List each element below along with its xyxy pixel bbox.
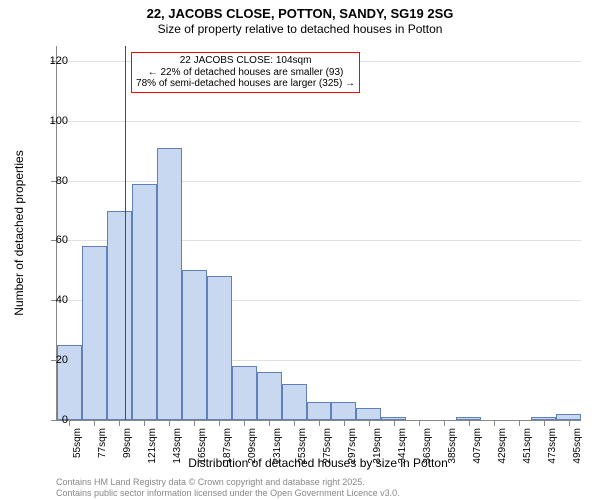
x-tick: [269, 420, 270, 426]
x-tick: [244, 420, 245, 426]
x-tick: [544, 420, 545, 426]
y-tick-label: 80: [56, 175, 68, 187]
gridline-h: [57, 181, 581, 182]
annotation-line-3: 78% of semi-detached houses are larger (…: [136, 78, 355, 90]
x-tick-label: 451sqm: [522, 428, 533, 464]
chart-title-main: 22, JACOBS CLOSE, POTTON, SANDY, SG19 2S…: [0, 6, 600, 21]
x-tick-label: 495sqm: [572, 428, 583, 464]
x-tick-label: 385sqm: [447, 428, 458, 464]
x-tick-label: 341sqm: [397, 428, 408, 464]
x-tick-label: 121sqm: [147, 428, 158, 464]
x-tick: [144, 420, 145, 426]
x-tick: [169, 420, 170, 426]
x-tick: [344, 420, 345, 426]
x-tick: [519, 420, 520, 426]
histogram-bar: [107, 211, 132, 420]
y-tick-label: 60: [56, 234, 68, 246]
x-tick: [569, 420, 570, 426]
x-tick-label: 407sqm: [472, 428, 483, 464]
y-tick-label: 40: [56, 294, 68, 306]
chart-container: 22, JACOBS CLOSE, POTTON, SANDY, SG19 2S…: [0, 0, 600, 500]
x-tick: [444, 420, 445, 426]
x-tick: [319, 420, 320, 426]
x-tick: [69, 420, 70, 426]
y-tick: [51, 420, 57, 421]
annotation-box: 22 JACOBS CLOSE: 104sqm← 22% of detached…: [131, 52, 360, 93]
x-tick: [469, 420, 470, 426]
y-tick-label: 100: [50, 115, 68, 127]
histogram-bar: [82, 246, 107, 420]
histogram-bar: [282, 384, 307, 420]
gridline-h: [57, 121, 581, 122]
histogram-bar: [207, 276, 232, 420]
histogram-bar: [157, 148, 182, 420]
x-tick-label: 209sqm: [247, 428, 258, 464]
x-tick-label: 297sqm: [347, 428, 358, 464]
x-tick-label: 55sqm: [72, 428, 83, 458]
x-tick: [369, 420, 370, 426]
histogram-bar: [257, 372, 282, 420]
x-tick-label: 473sqm: [547, 428, 558, 464]
x-tick-label: 363sqm: [422, 428, 433, 464]
y-tick-label: 120: [50, 55, 68, 67]
y-axis-title: Number of detached properties: [12, 150, 26, 315]
histogram-bar: [132, 184, 157, 420]
x-tick: [419, 420, 420, 426]
x-tick-label: 187sqm: [222, 428, 233, 464]
x-tick: [494, 420, 495, 426]
x-tick: [119, 420, 120, 426]
x-tick-label: 165sqm: [197, 428, 208, 464]
annotation-line-1: 22 JACOBS CLOSE: 104sqm: [136, 55, 355, 67]
x-tick-label: 77sqm: [97, 428, 108, 458]
chart-footer: Contains HM Land Registry data © Crown c…: [56, 477, 400, 498]
x-tick: [219, 420, 220, 426]
footer-line-1: Contains HM Land Registry data © Crown c…: [56, 477, 400, 487]
y-tick-label: 0: [62, 414, 68, 426]
plot-area: 22 JACOBS CLOSE: 104sqm← 22% of detached…: [56, 46, 581, 421]
histogram-bar: [307, 402, 332, 420]
chart-title-sub: Size of property relative to detached ho…: [0, 22, 600, 36]
histogram-bar: [356, 408, 381, 420]
y-tick-label: 20: [56, 354, 68, 366]
x-tick: [394, 420, 395, 426]
x-tick-label: 231sqm: [272, 428, 283, 464]
annotation-line-2: ← 22% of detached houses are smaller (93…: [136, 67, 355, 79]
footer-line-2: Contains public sector information licen…: [56, 488, 400, 498]
x-tick: [94, 420, 95, 426]
reference-line: [125, 46, 126, 420]
histogram-bar: [232, 366, 257, 420]
x-tick-label: 429sqm: [497, 428, 508, 464]
x-tick: [294, 420, 295, 426]
histogram-bar: [331, 402, 356, 420]
x-tick-label: 319sqm: [372, 428, 383, 464]
x-tick: [194, 420, 195, 426]
x-tick-label: 275sqm: [322, 428, 333, 464]
histogram-bar: [182, 270, 207, 420]
x-tick-label: 253sqm: [297, 428, 308, 464]
x-tick-label: 99sqm: [122, 428, 133, 458]
x-tick-label: 143sqm: [172, 428, 183, 464]
